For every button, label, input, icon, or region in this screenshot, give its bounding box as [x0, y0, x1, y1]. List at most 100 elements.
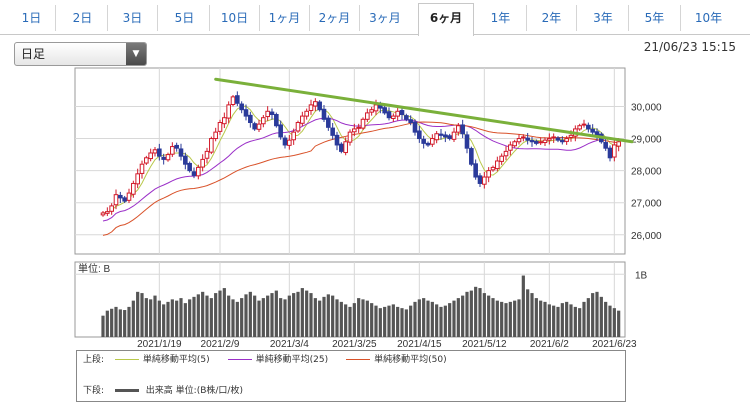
- candle-body: [304, 110, 309, 117]
- candle-body: [339, 143, 344, 152]
- candle-body: [347, 131, 353, 143]
- legend-swatch-2: [346, 359, 371, 360]
- volume-bar: [361, 299, 365, 337]
- volume-bar: [348, 306, 352, 337]
- tab-13[interactable]: 10年: [694, 11, 723, 25]
- volume-bar: [482, 293, 486, 337]
- legend-item-1: 単純移動平均(25): [220, 353, 328, 367]
- candle-body: [161, 156, 166, 160]
- candle-body: [282, 137, 288, 146]
- volume-bar: [214, 293, 218, 337]
- candle-body: [482, 176, 487, 185]
- tab-2[interactable]: 3日: [108, 5, 158, 31]
- period-tabs: 1日 2日 3日 5日 10日 1ヶ月 2ヶ月 3ヶ月 6ヶ月 1年 2年 3年 5年 10年: [0, 0, 750, 36]
- volume-bar: [105, 310, 109, 337]
- candle-body: [226, 104, 231, 119]
- volume-bar: [283, 299, 287, 337]
- candle-body: [360, 118, 366, 129]
- volume-bar: [253, 295, 257, 337]
- candle-body: [438, 133, 444, 136]
- volume-bar: [175, 300, 179, 337]
- volume-bar: [452, 300, 456, 337]
- candle-body: [534, 140, 539, 144]
- candle-period-select[interactable]: 日足 ▼: [14, 42, 147, 66]
- volume-bar: [101, 315, 105, 337]
- candle-body: [417, 130, 422, 140]
- candle-body: [568, 134, 574, 138]
- candle-body: [118, 194, 123, 199]
- tab-10[interactable]: 2年: [527, 5, 577, 31]
- volume-bar: [586, 298, 590, 337]
- candle-body: [607, 147, 613, 159]
- tab-3[interactable]: 5日: [160, 5, 210, 31]
- candle-body: [460, 124, 465, 135]
- volume-bar: [530, 293, 534, 337]
- candle-period-value: 日足: [21, 47, 46, 61]
- tab-11[interactable]: 3年: [578, 5, 629, 31]
- candle-body: [542, 139, 548, 144]
- volume-bar: [391, 304, 395, 337]
- candle-body: [291, 131, 296, 141]
- candle-body: [295, 122, 301, 132]
- candle-body: [395, 110, 400, 117]
- tab-5[interactable]: 1ヶ月: [260, 5, 310, 31]
- volume-bar: [556, 306, 560, 337]
- tab-6[interactable]: 2ヶ月: [310, 5, 360, 31]
- candle-body: [525, 137, 530, 141]
- tab-1[interactable]: 2日: [58, 5, 108, 31]
- stock-chart: 26,000 27,000 28,000 29,000 30,000 2021/1/19 2…: [74, 67, 662, 350]
- timestamp: 21/06/23 15:15: [643, 40, 736, 54]
- volume-bar: [131, 300, 135, 337]
- candle-body: [399, 110, 405, 116]
- candle-body: [122, 197, 127, 202]
- candle-body: [326, 117, 331, 128]
- candle-body: [100, 212, 106, 216]
- legend-volume-swatch: [114, 389, 139, 392]
- volume-bar: [136, 291, 140, 337]
- volume-bar: [309, 293, 313, 337]
- candle-body: [551, 136, 556, 139]
- price-tick-label: 26,000: [631, 231, 662, 242]
- tab-7[interactable]: 3ヶ月: [369, 11, 401, 25]
- volume-unit-label: 単位: B: [78, 262, 111, 275]
- tab-0[interactable]: 1日: [8, 5, 56, 31]
- candle-body: [469, 148, 474, 165]
- legend-lower-label: 下段:: [83, 386, 105, 396]
- volume-bar: [569, 304, 573, 337]
- candle-body: [612, 144, 617, 158]
- legend-lower-row: 下段: 出来高 単位:(B株/口/枚): [83, 384, 253, 398]
- tab-8[interactable]: 6ヶ月: [418, 3, 474, 36]
- volume-bar: [196, 294, 200, 337]
- volume-bar: [157, 300, 161, 337]
- volume-bar: [352, 303, 356, 337]
- legend-swatch-1: [227, 359, 252, 360]
- volume-bar: [322, 296, 326, 337]
- tab-9[interactable]: 1年: [475, 5, 527, 31]
- volume-bar: [543, 301, 547, 337]
- candle-body: [300, 115, 305, 124]
- candle-body: [178, 148, 184, 157]
- volume-bar: [521, 275, 525, 337]
- volume-bar: [331, 295, 335, 337]
- candle-body: [538, 141, 543, 144]
- volume-bar: [335, 299, 339, 337]
- volume-bar: [608, 305, 612, 337]
- candle-body: [447, 135, 452, 140]
- volume-bar: [487, 295, 491, 337]
- candle-body: [404, 115, 409, 120]
- candle-body: [516, 138, 522, 143]
- candle-body: [603, 142, 608, 149]
- candle-body: [499, 155, 504, 162]
- candle-body: [187, 162, 192, 172]
- volume-bar: [357, 298, 361, 337]
- candle-body: [443, 134, 448, 138]
- legend-item-0: 単純移動平均(5): [107, 353, 210, 367]
- tab-12[interactable]: 5年: [629, 5, 681, 31]
- volume-bar: [573, 306, 577, 337]
- candle-body: [330, 127, 335, 136]
- candle-body: [230, 96, 236, 105]
- candle-body: [174, 144, 179, 149]
- tab-4[interactable]: 10日: [210, 5, 260, 31]
- date-tick-label: 2021/1/19: [137, 339, 182, 350]
- candle-body: [473, 163, 478, 178]
